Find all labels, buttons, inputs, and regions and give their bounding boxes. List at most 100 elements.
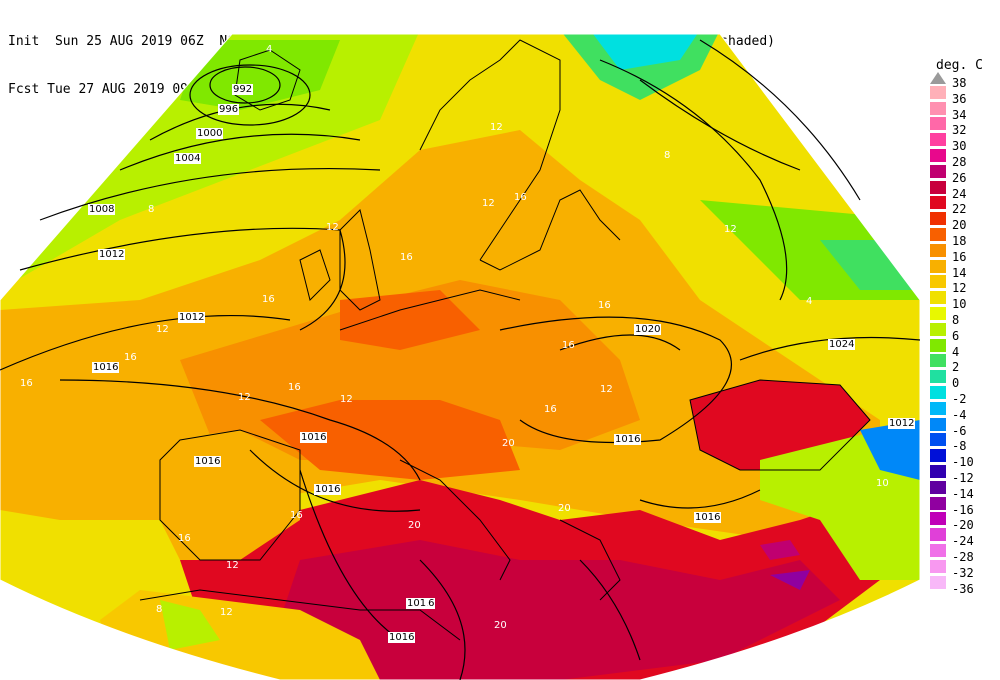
isobar-label: 1012 — [888, 418, 916, 429]
dew-point-label: 12 — [326, 222, 339, 233]
colorbar-label: 34 — [952, 107, 967, 122]
colorbar-label: 36 — [952, 91, 967, 106]
shaded-field — [0, 34, 920, 680]
colorbar-swatch — [930, 180, 946, 194]
colorbar-swatch — [930, 275, 946, 289]
colorbar-label: 30 — [952, 139, 967, 154]
colorbar-label: -6 — [952, 423, 967, 438]
colorbar-level: -6 — [930, 417, 1000, 440]
colorbar-label: 20 — [952, 218, 967, 233]
dew-point-label: 16 — [288, 382, 301, 393]
colorbar-label: -24 — [952, 534, 974, 549]
isobar-label: 1024 — [828, 339, 856, 350]
colorbar-level: 32 — [930, 117, 1000, 139]
colorbar-label: -10 — [952, 455, 974, 470]
colorbar-level: -16 — [930, 496, 1000, 519]
colorbar-level: 20 — [930, 212, 1000, 234]
colorbar-swatch — [930, 386, 946, 399]
colorbar-swatch — [930, 449, 946, 463]
isobar-label: 1016 — [314, 484, 342, 495]
isobars — [0, 39, 920, 680]
colorbar-swatch — [930, 433, 946, 447]
colorbar-level: 16 — [930, 243, 1000, 266]
colorbar-label: 22 — [952, 202, 967, 217]
colorbar-level: 10 — [930, 291, 1000, 313]
colorbar-level: 36 — [930, 85, 1000, 108]
dew-point-label: 16 — [544, 404, 557, 415]
colorbar-label: 12 — [952, 281, 967, 296]
colorbar-level: -32 — [930, 559, 1000, 582]
isobar-label: 1000 — [196, 128, 224, 139]
colorbar-level: 14 — [930, 259, 1000, 282]
isobar-label: 1016 — [614, 434, 642, 445]
colorbar-swatch — [930, 354, 946, 368]
colorbar-label: 6 — [952, 328, 960, 343]
colorbar-level: -8 — [930, 433, 1000, 455]
colorbar-level: 34 — [930, 101, 1000, 124]
colorbar-level: 28 — [930, 149, 1000, 171]
isobar-label: 1020 — [634, 324, 662, 335]
colorbar-level: 24 — [930, 180, 1000, 203]
isobar-label: 1016 — [300, 432, 328, 443]
colorbar-swatch — [930, 212, 946, 226]
colorbar-label: -4 — [952, 407, 967, 422]
colorbar-label: -20 — [952, 518, 974, 533]
colorbar-swatch — [930, 575, 946, 589]
colorbar-label: 14 — [952, 265, 967, 280]
dew-point-label: 12 — [220, 607, 233, 618]
colorbar-swatch — [930, 401, 946, 415]
dew-point-label: 4 — [266, 44, 273, 55]
dew-point-label: 16 — [178, 533, 191, 544]
colorbar-label: 8 — [952, 313, 960, 327]
colorbar-swatch — [930, 322, 946, 336]
colorbar-swatch — [930, 243, 946, 257]
colorbar-swatch — [930, 417, 946, 431]
colorbar-label: -32 — [952, 565, 974, 580]
colorbar-level: -10 — [930, 449, 1000, 471]
colorbar-level: 8 — [930, 307, 1000, 329]
colorbar-label: -8 — [952, 439, 967, 454]
dew-point-label: 16 — [20, 378, 33, 389]
dew-point-label: 20 — [558, 503, 571, 514]
colorbar-label: 16 — [952, 249, 967, 264]
colorbar-swatch — [930, 465, 946, 478]
colorbar-level: 0 — [930, 370, 1000, 392]
dew-point-label: 16 — [598, 300, 611, 311]
dew-point-label: 16 — [400, 252, 413, 263]
dew-point-label: 20 — [502, 438, 515, 449]
isobar-label: 1016 — [694, 512, 722, 523]
colorbar-level: 18 — [930, 228, 1000, 250]
colorbar-swatch — [930, 307, 946, 320]
colorbar-swatch — [930, 338, 946, 352]
colorbar-swatch — [930, 370, 946, 384]
dew-point-label: 8 — [156, 604, 163, 615]
dew-point-label: 10 — [876, 478, 889, 489]
dew-point-label: 20 — [408, 520, 421, 531]
isobar-label: 1016 — [388, 632, 416, 643]
colorbar-swatch — [930, 85, 946, 99]
colorbar-level: -24 — [930, 528, 1000, 550]
colorbar-label: -16 — [952, 502, 974, 517]
colorbar-level: 2 — [930, 354, 1000, 376]
colorbar-swatch — [930, 101, 946, 115]
coastlines — [139, 39, 871, 641]
colorbar-label: 4 — [952, 344, 960, 359]
dew-point-label: 12 — [226, 560, 239, 571]
dew-point-label: 12 — [482, 198, 495, 209]
colorbar-level: -20 — [930, 512, 1000, 534]
colorbar-label: 18 — [952, 234, 967, 248]
colorbar-swatch — [930, 259, 946, 273]
colorbar-label: 26 — [952, 170, 967, 185]
colorbar-level: -12 — [930, 465, 1000, 487]
colorbar-swatch — [930, 196, 946, 210]
colorbar-label: -2 — [952, 392, 967, 406]
colorbar-label: -28 — [952, 550, 974, 564]
colorbar-swatch — [930, 496, 946, 510]
colorbar-swatch — [930, 528, 946, 542]
dew-point-label: 12 — [490, 122, 503, 133]
colorbar-label: -12 — [952, 471, 974, 485]
colorbar-swatch — [930, 117, 946, 131]
colorbar-label: 24 — [952, 186, 967, 201]
colorbar-label: 38 — [952, 76, 967, 90]
dew-point-label: 16 — [262, 294, 275, 305]
